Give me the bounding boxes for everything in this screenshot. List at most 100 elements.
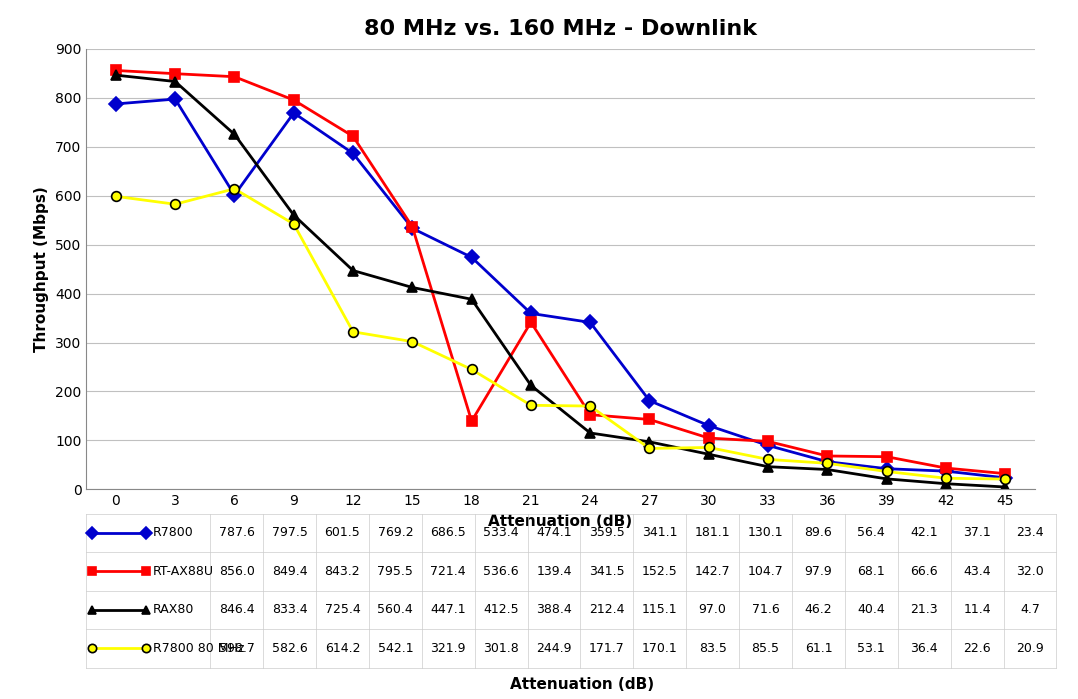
Text: 843.2: 843.2	[324, 565, 360, 578]
Text: 341.1: 341.1	[642, 526, 677, 540]
Text: 36.4: 36.4	[911, 642, 938, 655]
X-axis label: Attenuation (dB): Attenuation (dB)	[488, 514, 633, 528]
R7800 80 MHz	[939, 474, 952, 482]
Text: 46.2: 46.2	[804, 603, 832, 617]
RT-AX88U	[110, 66, 123, 75]
R7800	[584, 318, 597, 326]
Text: 42.1: 42.1	[911, 526, 938, 540]
RT-AX88U	[761, 437, 774, 445]
RAX80	[524, 381, 537, 389]
Text: 11.4: 11.4	[964, 603, 991, 617]
Text: 4.7: 4.7	[1020, 603, 1040, 617]
Text: 244.9: 244.9	[536, 642, 571, 655]
Text: 142.7: 142.7	[695, 565, 731, 578]
R7800 80 MHz	[346, 328, 359, 336]
R7800 80 MHz	[524, 401, 537, 410]
R7800	[820, 458, 833, 466]
R7800 80 MHz	[880, 468, 893, 476]
Text: 787.6: 787.6	[219, 526, 254, 540]
RAX80	[702, 450, 715, 459]
Text: 97.9: 97.9	[804, 565, 832, 578]
Line: RT-AX88U: RT-AX88U	[111, 66, 1010, 479]
R7800	[880, 465, 893, 473]
Text: 66.6: 66.6	[911, 565, 938, 578]
Text: 181.1: 181.1	[695, 526, 731, 540]
Text: 115.1: 115.1	[642, 603, 678, 617]
Text: 833.4: 833.4	[272, 603, 307, 617]
Title: 80 MHz vs. 160 MHz - Downlink: 80 MHz vs. 160 MHz - Downlink	[364, 19, 757, 39]
RAX80	[761, 463, 774, 471]
Line: RAX80: RAX80	[111, 71, 1010, 492]
RT-AX88U	[346, 132, 359, 140]
Text: 37.1: 37.1	[964, 526, 991, 540]
R7800	[168, 95, 181, 103]
Text: 769.2: 769.2	[377, 526, 413, 540]
R7800	[287, 109, 300, 117]
Text: 474.1: 474.1	[536, 526, 571, 540]
Text: 533.4: 533.4	[483, 526, 519, 540]
Text: 795.5: 795.5	[377, 565, 413, 578]
RAX80	[998, 483, 1011, 491]
Text: 388.4: 388.4	[536, 603, 571, 617]
R7800	[998, 474, 1011, 482]
Text: RAX80: RAX80	[153, 603, 194, 617]
RAX80	[168, 78, 181, 86]
R7800 80 MHz	[820, 459, 833, 468]
R7800	[465, 253, 478, 261]
RAX80	[642, 438, 655, 446]
R7800 80 MHz	[998, 475, 1011, 483]
Text: 849.4: 849.4	[272, 565, 307, 578]
Text: 598.7: 598.7	[219, 642, 254, 655]
R7800	[642, 396, 655, 405]
Text: R7800 80 MHz: R7800 80 MHz	[153, 642, 245, 655]
Text: 32.0: 32.0	[1017, 565, 1044, 578]
Text: 301.8: 301.8	[483, 642, 519, 655]
Y-axis label: Throughput (Mbps): Throughput (Mbps)	[34, 186, 50, 352]
Text: 447.1: 447.1	[430, 603, 466, 617]
Text: 797.5: 797.5	[272, 526, 307, 540]
R7800 80 MHz	[761, 455, 774, 463]
R7800 80 MHz	[227, 185, 240, 193]
Text: 40.4: 40.4	[857, 603, 885, 617]
RT-AX88U	[287, 96, 300, 104]
R7800 80 MHz	[287, 220, 300, 229]
R7800 80 MHz	[465, 366, 478, 374]
R7800 80 MHz	[110, 192, 123, 201]
RT-AX88U	[642, 415, 655, 424]
Text: R7800: R7800	[153, 526, 194, 540]
RT-AX88U	[820, 452, 833, 460]
Text: 560.4: 560.4	[377, 603, 413, 617]
Text: 43.4: 43.4	[964, 565, 991, 578]
RT-AX88U	[998, 470, 1011, 478]
RT-AX88U	[405, 222, 418, 231]
RT-AX88U	[465, 417, 478, 425]
Text: 721.4: 721.4	[430, 565, 466, 578]
Text: 171.7: 171.7	[589, 642, 625, 655]
Text: 686.5: 686.5	[430, 526, 466, 540]
Text: 170.1: 170.1	[641, 642, 678, 655]
RT-AX88U	[584, 410, 597, 419]
Text: 104.7: 104.7	[748, 565, 784, 578]
Text: 89.6: 89.6	[804, 526, 832, 540]
RAX80	[880, 475, 893, 483]
R7800 80 MHz	[405, 338, 418, 346]
Text: 341.5: 341.5	[589, 565, 624, 578]
Text: 139.4: 139.4	[536, 565, 571, 578]
RAX80	[465, 295, 478, 303]
Line: R7800 80 MHz: R7800 80 MHz	[111, 184, 1010, 484]
RAX80	[584, 428, 597, 437]
RAX80	[820, 466, 833, 474]
Text: Attenuation (dB): Attenuation (dB)	[510, 677, 654, 692]
Text: 71.6: 71.6	[751, 603, 779, 617]
Text: 21.3: 21.3	[911, 603, 938, 617]
Text: RT-AX88U: RT-AX88U	[153, 565, 215, 578]
RAX80	[405, 283, 418, 291]
RAX80	[939, 480, 952, 488]
Text: 359.5: 359.5	[589, 526, 625, 540]
R7800 80 MHz	[168, 200, 181, 208]
Text: 53.1: 53.1	[857, 642, 885, 655]
Text: 22.6: 22.6	[964, 642, 991, 655]
Text: 542.1: 542.1	[377, 642, 413, 655]
Text: 212.4: 212.4	[590, 603, 624, 617]
Text: 582.6: 582.6	[272, 642, 307, 655]
